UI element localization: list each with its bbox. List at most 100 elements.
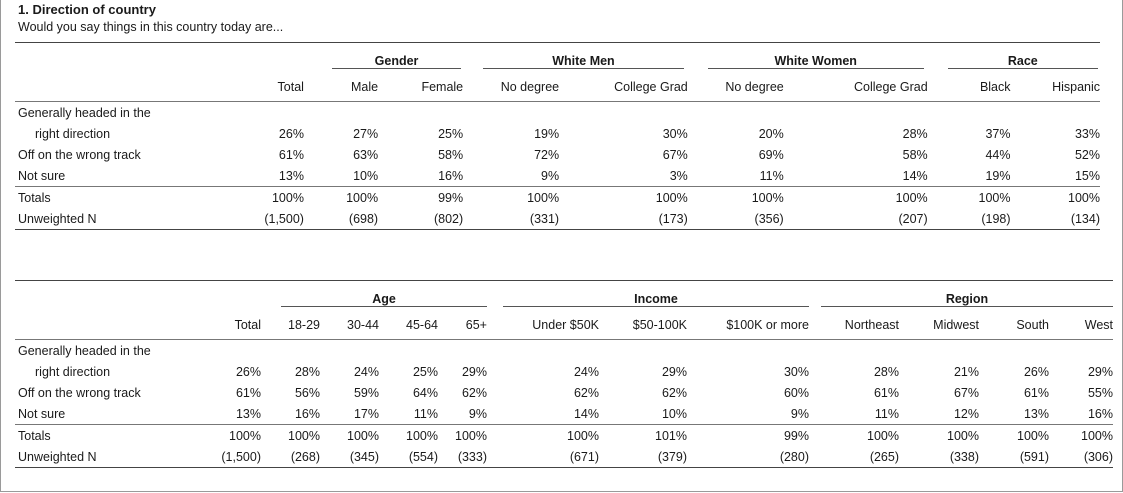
table-cell: 100% (527, 190, 560, 205)
table-cell: 13% (1023, 406, 1049, 421)
col-age-30-44: 30-44 (347, 318, 379, 332)
table-cell: 11% (874, 406, 899, 421)
col-region-midwest: Midwest (933, 318, 979, 332)
table-cell: 29% (661, 364, 687, 379)
table-cell: 25% (412, 364, 438, 379)
table-cell: 99% (783, 428, 809, 443)
table-cell: 58% (438, 147, 464, 162)
table-cell: 16% (1087, 406, 1113, 421)
table-cell: 28% (873, 364, 899, 379)
table-cell: 29% (461, 364, 487, 379)
table-cell: 13% (235, 406, 261, 421)
table-cell: (802) (433, 211, 464, 226)
table-cell: (280) (779, 449, 809, 464)
table-cell: 29% (1087, 364, 1113, 379)
table-cell: 19% (534, 126, 560, 141)
table-row: Off on the wrong track 61% 63% 58% 72% 6… (15, 144, 1100, 165)
table-cell: (554) (408, 449, 438, 464)
table-cell: 56% (294, 385, 320, 400)
group-header-income: Income (487, 281, 809, 311)
table-cell: 13% (278, 168, 304, 183)
table-cell: (198) (981, 211, 1011, 226)
table-cell: 62% (461, 385, 487, 400)
table-row: Not sure 13% 10% 16% 9% 3% 11% 14% 19% 1… (15, 165, 1100, 187)
table-cell: 15% (1074, 168, 1100, 183)
table-cell: (331) (529, 211, 560, 226)
table-cell: 55% (1087, 385, 1113, 400)
table-cell: (333) (457, 449, 487, 464)
col-income-50-100k: $50-100K (632, 318, 687, 332)
table-cell: 100% (867, 428, 899, 443)
table-cell: 61% (873, 385, 899, 400)
table-cell: 100% (947, 428, 979, 443)
table-cell: 59% (353, 385, 379, 400)
row-label: Unweighted N (18, 211, 97, 226)
table-cell: 11% (413, 406, 438, 421)
table-cell: 64% (412, 385, 438, 400)
row-label: right direction (35, 364, 111, 379)
col-region-west: West (1084, 318, 1113, 332)
row-label: Not sure (18, 406, 66, 421)
row-label: Unweighted N (18, 449, 97, 464)
crosstab-gender-race: Gender White Men White Women Race Total … (15, 42, 1100, 230)
group-header-white-women: White Women (688, 43, 928, 73)
table-cell: 30% (662, 126, 688, 141)
table-cell: 100% (751, 190, 784, 205)
group-header-age: Age (261, 281, 487, 311)
table-cell: 62% (573, 385, 599, 400)
table-cell: 24% (573, 364, 599, 379)
table-cell: 60% (783, 385, 809, 400)
table-cell: 72% (534, 147, 560, 162)
table-cell: 27% (353, 126, 379, 141)
table-cell: (698) (348, 211, 379, 226)
table-cell: 67% (662, 147, 688, 162)
table-cell: 100% (655, 190, 688, 205)
table-cell: 58% (902, 147, 928, 162)
unweighted-n-row: Unweighted N (1,500) (698) (802) (331) (… (15, 208, 1100, 229)
row-label: right direction (35, 126, 111, 141)
table-cell: 33% (1074, 126, 1100, 141)
table-cell: (345) (349, 449, 379, 464)
table-cell: 101% (655, 428, 687, 443)
table-cell: 3% (669, 168, 688, 183)
table-row: right direction 26% 28% 24% 25% 29% 24% … (15, 361, 1113, 382)
table-cell: 61% (278, 147, 304, 162)
table-row: Not sure 13% 16% 17% 11% 9% 14% 10% 9% 1… (15, 403, 1113, 425)
table-cell: 100% (346, 190, 379, 205)
table-row: Generally headed in the (15, 340, 1113, 361)
table-cell: (356) (754, 211, 784, 226)
group-header-region: Region (809, 281, 1113, 311)
table-cell: 25% (438, 126, 464, 141)
group-header-race: Race (928, 43, 1100, 73)
table-cell: 21% (953, 364, 979, 379)
row-label: Off on the wrong track (18, 385, 141, 400)
table-cell: 9% (790, 406, 809, 421)
table-cell: 100% (288, 428, 320, 443)
col-female: Female (421, 80, 464, 94)
col-wm-no-degree: No degree (500, 80, 560, 94)
table-cell: (671) (569, 449, 599, 464)
table-cell: 44% (985, 147, 1011, 162)
col-male: Male (351, 80, 379, 94)
row-label: Totals (18, 428, 51, 443)
col-total: Total (234, 318, 261, 332)
table-cell: 100% (1081, 428, 1113, 443)
table-cell: 10% (353, 168, 379, 183)
table-cell: 17% (353, 406, 379, 421)
crosstab-age-income-region: Age Income Region Total 18-29 30-44 45-6… (15, 280, 1113, 468)
col-age-65-plus: 65+ (465, 318, 487, 332)
table-cell: (591) (1019, 449, 1049, 464)
table-cell: (265) (869, 449, 899, 464)
question-subtitle: Would you say things in this country tod… (18, 20, 284, 34)
table-cell: 26% (1023, 364, 1049, 379)
col-ww-no-degree: No degree (725, 80, 784, 94)
table-cell: (134) (1070, 211, 1100, 226)
col-ww-college-grad: College Grad (854, 80, 928, 94)
table-cell: 9% (468, 406, 487, 421)
group-header-gender: Gender (304, 43, 463, 73)
col-income-100k-plus: $100K or more (726, 318, 809, 332)
totals-row: Totals 100% 100% 100% 100% 100% 100% 101… (15, 425, 1113, 446)
table-row: right direction 26% 27% 25% 19% 30% 20% … (15, 123, 1100, 144)
table-cell: 100% (455, 428, 487, 443)
col-hispanic: Hispanic (1052, 80, 1100, 94)
